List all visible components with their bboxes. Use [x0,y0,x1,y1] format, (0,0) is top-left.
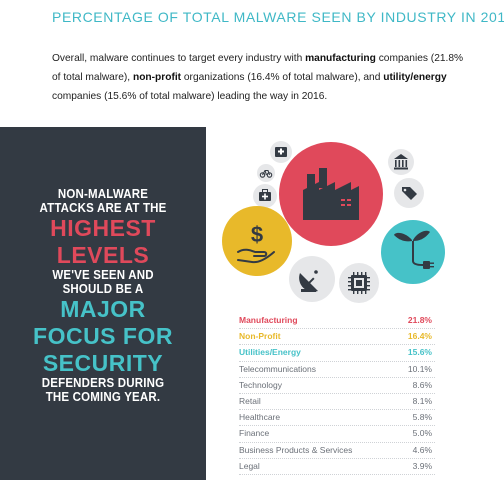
bicycle-icon [259,169,273,178]
price-tag-bubble [394,178,424,208]
medical-kit-icon [259,189,271,201]
callout-line: MAJOR [60,296,146,323]
industry-label: Manufacturing [239,315,298,325]
intro-highlight: manufacturing [305,53,376,64]
industry-label: Healthcare [239,412,281,423]
satellite-dish-icon [299,270,318,292]
industry-label: Retail [239,395,261,406]
callout-line: DEFENDERS DURING [41,376,165,391]
industry-label: Technology [239,379,283,390]
nonprofit-bubble: $ [222,206,292,276]
callout-line: NON-MALWARE [57,187,149,201]
utilities-bubble [381,220,445,284]
manufacturing-bubble [279,142,383,246]
money-hand-icon: $ [237,222,275,264]
industry-label: Non-Profit [239,331,281,342]
technology-bubble [339,263,379,303]
table-row: Utilities/Energy 15.6% [239,345,435,362]
industry-percentage: 16.4% [407,331,432,342]
table-row: Telecommunications 10.1% [239,362,435,378]
industry-percentage: 5.0% [412,428,432,439]
svg-text:$: $ [251,222,263,247]
industry-label: Telecommunications [239,363,317,374]
telecom-bubble [289,256,335,302]
intro-text: Overall, malware continues to target eve… [52,53,306,64]
industry-percentage: 15.6% [407,347,432,358]
callout-line: HIGHEST [50,215,156,241]
table-row: Finance 5.0% [239,426,435,443]
price-tag-icon [402,187,417,200]
bank-bubble [388,149,414,175]
industry-percentage: 8.6% [412,379,432,390]
intro-highlight: utility/energy [383,72,447,83]
table-row: Manufacturing 21.8% [239,313,435,330]
microchip-icon [348,272,370,294]
callout-line: THE COMING YEAR. [45,390,161,405]
industry-percentage: 3.9% [412,460,432,471]
industry-table: Manufacturing 21.8% Non-Profit 16.4% Utiliti… [239,313,435,475]
callout-line: SHOULD BE A [62,282,144,297]
bicycle-bubble [257,164,275,182]
industry-bubble-chart: $ [214,128,504,306]
hospital-bubble [270,141,292,163]
callout-text: NON-MALWARE ATTACKS ARE AT THE HIGHEST LEVE… [0,187,206,404]
industry-percentage: 4.6% [412,444,432,455]
industry-percentage: 8.1% [412,395,432,406]
intro-highlight: non-profit [132,72,182,83]
intro-text: companies (15.6% of total malware) leadi… [52,91,328,102]
callout-line: WE'VE SEEN AND [52,268,154,283]
callout-line: FOCUS FOR [33,323,173,350]
table-row: Business Products & Services 4.6% [239,443,435,459]
table-row: Retail 8.1% [239,394,435,411]
table-row: Technology 8.6% [239,378,435,394]
intro-paragraph: Overall, malware continues to target eve… [52,49,472,106]
industry-percentage: 5.8% [412,412,432,423]
callout-panel: NON-MALWARE ATTACKS ARE AT THE HIGHEST LEVE… [0,127,206,480]
table-row: Non-Profit 16.4% [239,329,435,346]
callout-line: SECURITY [42,349,164,376]
callout-line: ATTACKS ARE AT THE [39,201,167,215]
bubble-svg: $ [222,141,445,303]
table-row: Legal 3.9% [239,459,435,475]
intro-text: organizations (16.4% of total malware), … [181,72,384,83]
industry-label: Business Products & Services [239,444,353,455]
industry-label: Utilities/Energy [239,347,301,358]
industry-label: Finance [239,428,270,439]
industry-label: Legal [239,460,260,471]
table-row: Healthcare 5.8% [239,410,435,427]
page-title: PERCENTAGE OF TOTAL MALWARE SEEN BY INDU… [52,9,504,25]
hospital-icon [275,147,287,157]
factory-icon [303,168,359,220]
plant-plug-icon [394,230,434,269]
industry-percentage: 10.1% [407,363,432,374]
medical-kit-bubble [253,184,277,208]
intro-text: companies (21.8% of total malware), [52,53,464,83]
industry-percentage: 21.8% [407,315,432,325]
callout-line: LEVELS [56,241,150,268]
bank-icon [394,154,408,170]
